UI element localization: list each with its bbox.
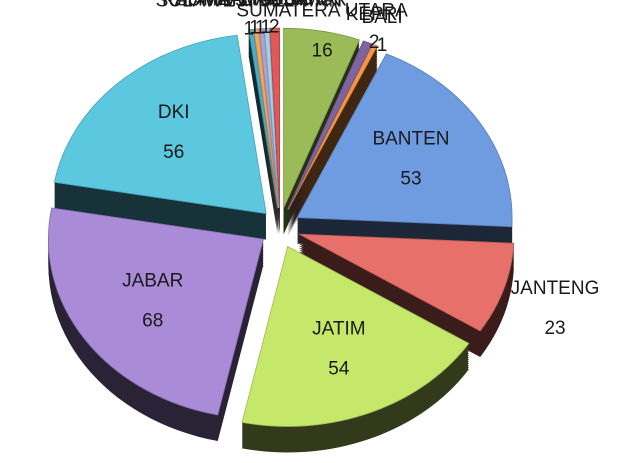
slice-side (288, 58, 378, 224)
slice-side (288, 64, 378, 230)
slice-value: 54 (328, 359, 350, 380)
slice-value: 1 (261, 17, 272, 38)
slice (47, 207, 264, 416)
slice-side (288, 52, 378, 218)
slice-side (288, 56, 378, 222)
slice-label: JABAR (122, 270, 183, 291)
slice-label: BANTEN (372, 129, 449, 150)
slice-side (288, 50, 378, 216)
slice-side (248, 55, 278, 235)
slice-side (288, 54, 378, 220)
slice-value: 1 (377, 35, 388, 56)
slice-value: 1 (249, 18, 260, 39)
slice (263, 27, 280, 209)
slice-value: 2 (269, 17, 280, 38)
slice (248, 28, 278, 209)
slice (296, 53, 513, 228)
slice-side (248, 45, 278, 225)
slice-value: 1 (255, 17, 266, 38)
slice-side (288, 48, 378, 214)
slice (253, 28, 279, 209)
slice-label: SUMATERA UTARA (236, 0, 408, 21)
slice-value: 2 (369, 32, 380, 53)
slice-value: 68 (142, 310, 163, 331)
slice-label: KALIMANTAN TIMUR (162, 0, 347, 11)
slice (241, 245, 470, 427)
slice-side (288, 60, 378, 226)
slice-side (288, 62, 378, 228)
slice-label: RIAU (252, 0, 297, 10)
slice-value: 1 (244, 18, 255, 39)
slice-label: KEPRI (346, 4, 403, 25)
slice (53, 34, 267, 215)
slice-value: 23 (544, 318, 565, 339)
slice-side (248, 47, 278, 227)
slice-label: JANTENG (511, 278, 600, 299)
slice-side (248, 51, 278, 231)
slice-value: 56 (163, 142, 184, 163)
slice-label: SUMATERA BARAT (175, 0, 346, 10)
slice (287, 43, 378, 210)
slice (283, 27, 360, 209)
slice (298, 233, 515, 332)
slice-label: JATIM (312, 319, 365, 340)
slice-side (288, 66, 378, 232)
slice (258, 28, 279, 209)
slice-value: 53 (400, 169, 421, 190)
slice (287, 40, 373, 210)
slice-label: SULAWESI SELATAN (156, 0, 343, 11)
slice (269, 27, 280, 209)
slice-side (248, 53, 278, 233)
slice-value: 16 (312, 40, 333, 61)
slice-label: LAMPUNG (219, 0, 313, 10)
slice-side (248, 49, 278, 229)
slice-label: DKI (158, 102, 190, 123)
slice-label: BALI (361, 7, 402, 28)
slice-side (248, 43, 278, 223)
